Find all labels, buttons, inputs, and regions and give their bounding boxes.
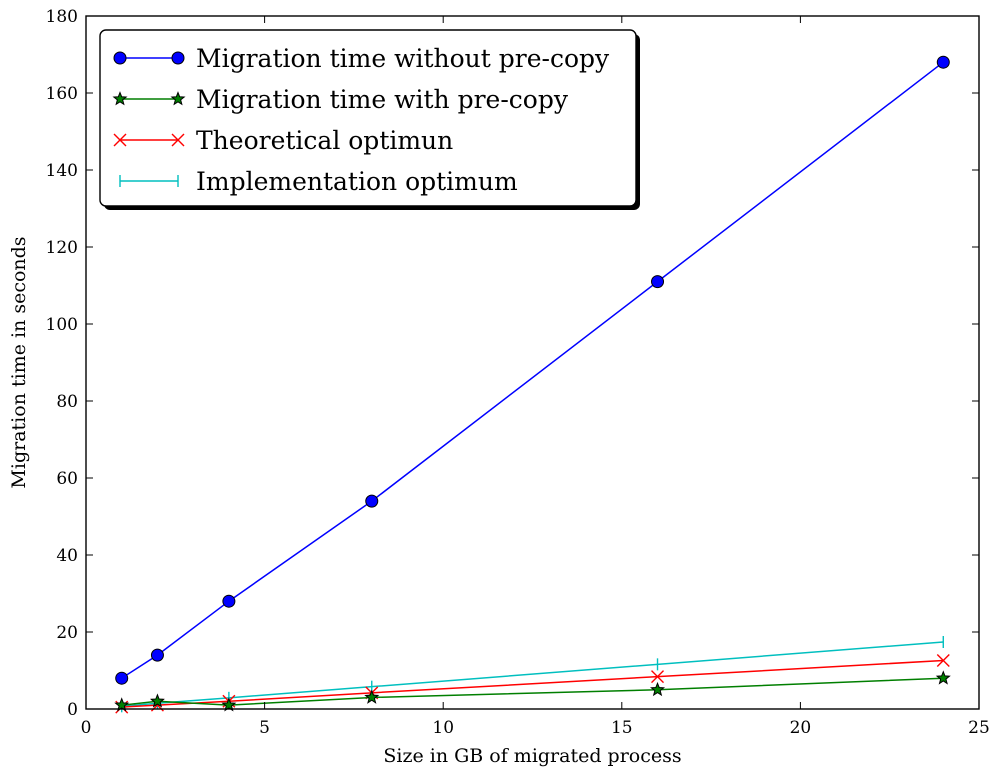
data-point: [149, 693, 165, 708]
legend-marker: [113, 133, 127, 147]
y-tick-label: 160: [46, 84, 78, 104]
ticks-layer: 0 5 10 15 20 25 0 20 40 60 80 100 120 140 160 180: [46, 7, 990, 738]
legend-box: [99, 29, 637, 207]
legend-entry: Migration time without pre-copy: [113, 44, 610, 73]
y-tick-label: 100: [46, 315, 78, 335]
series-line: [121, 641, 944, 708]
series-line: [121, 659, 944, 708]
y-tick-label: 180: [46, 7, 78, 27]
y-tick-label: 140: [46, 161, 78, 181]
series-line: [121, 61, 944, 679]
x-tick-label: 15: [611, 718, 633, 738]
legend-label: Implementation optimum: [196, 167, 518, 196]
data-point: [115, 671, 129, 685]
data-point: [114, 697, 130, 712]
x-tick-label: 5: [259, 718, 270, 738]
y-axis-label: Migration time in seconds: [8, 236, 30, 488]
data-point: [935, 670, 951, 685]
legend-label: Migration time without pre-copy: [196, 44, 610, 73]
legend-entry: Migration time with pre-copy: [112, 85, 569, 114]
legend-marker: [170, 91, 186, 106]
data-point: [651, 670, 665, 684]
data-point: [936, 55, 950, 69]
data-point: [364, 689, 380, 704]
y-tick-label: 80: [56, 392, 78, 412]
legend-marker: [171, 133, 185, 147]
x-tick-label: 25: [968, 718, 990, 738]
legend-entry: Theoretical optimun: [113, 126, 453, 155]
series-1: [114, 670, 951, 712]
data-point: [651, 275, 665, 289]
y-tick-label: 120: [46, 238, 78, 258]
data-point: [936, 653, 950, 667]
data-point: [150, 648, 164, 662]
legend-label: Theoretical optimun: [196, 126, 453, 155]
y-tick-label: 0: [67, 700, 78, 720]
legend-marker: [171, 51, 185, 65]
legend: Migration time without pre-copy Migration…: [99, 29, 640, 210]
legend-marker: [113, 51, 127, 65]
data-point: [221, 697, 237, 712]
series-0: [115, 55, 950, 685]
data-point: [650, 681, 666, 697]
legend-entry: Implementation optimum: [119, 167, 518, 196]
x-tick-label: 20: [790, 718, 812, 738]
y-tick-label: 40: [56, 546, 78, 566]
data-point: [222, 594, 236, 608]
data-point: [365, 494, 379, 508]
x-axis-label: Size in GB of migrated process: [383, 745, 681, 767]
x-tick-label: 10: [432, 718, 454, 738]
y-tick-label: 20: [56, 623, 78, 643]
plot-frame: [85, 15, 980, 710]
legend-marker: [112, 91, 128, 106]
y-tick-label: 60: [56, 469, 78, 489]
x-tick-label: 0: [81, 718, 92, 738]
series-line: [121, 677, 944, 706]
legend-label: Migration time with pre-copy: [196, 85, 569, 114]
